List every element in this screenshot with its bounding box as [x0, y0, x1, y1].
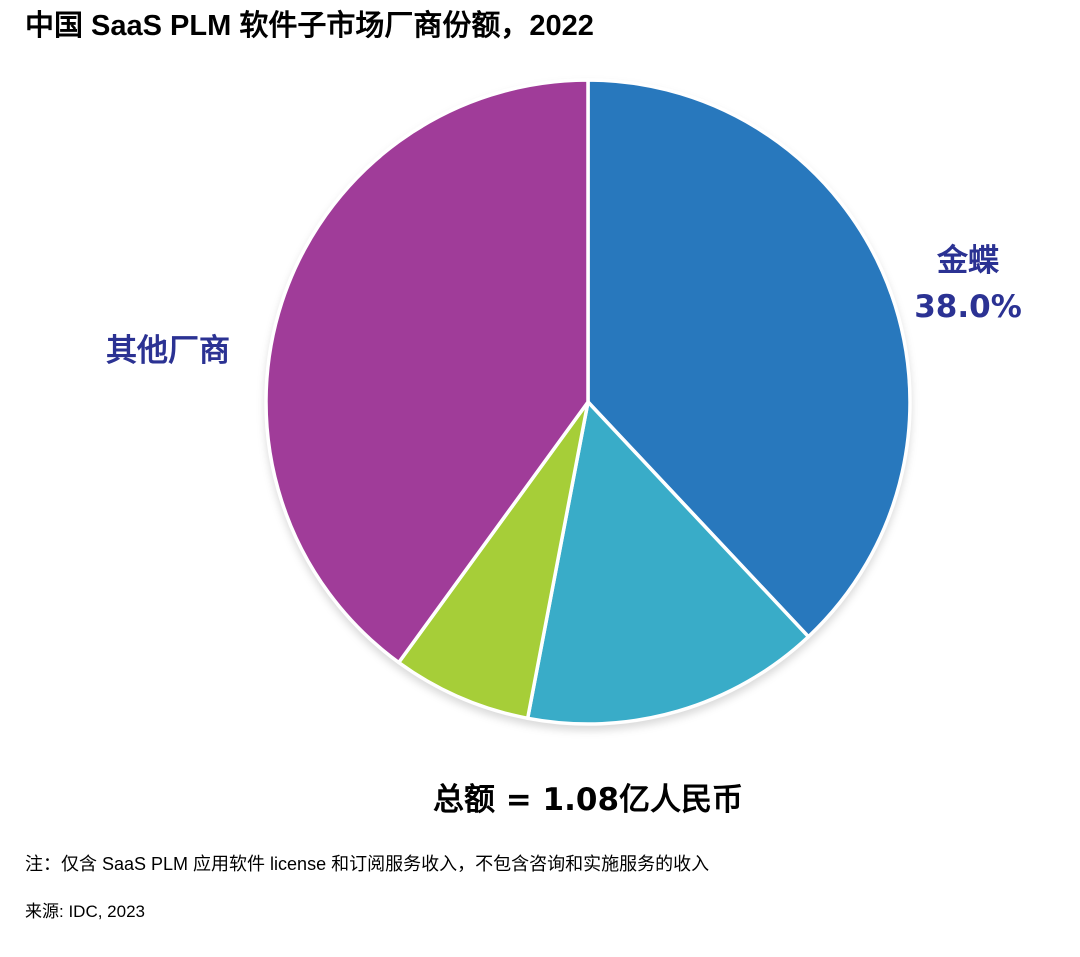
total-annotation: 总额 = 1.08亿人民币 [432, 782, 744, 818]
pie-slice-金蝶 [586, 78, 912, 639]
slice-label-others: 其他厂商 [106, 333, 230, 369]
slice-label-kingdee-name: 金蝶 [937, 243, 999, 279]
chart-title: 中国 SaaS PLM 软件子市场厂商份额，2022 [25, 10, 594, 42]
pie-slice-segment-2 [525, 400, 811, 726]
pie-slice-segment-3 [396, 400, 590, 721]
footnote: 注：仅含 SaaS PLM 应用软件 license 和订阅服务收入，不包含咨询… [25, 854, 710, 874]
source-line: 来源: IDC, 2023 [25, 902, 145, 921]
slice-label-kingdee: 金蝶 38.0% [888, 238, 1048, 330]
slice-label-kingdee-pct: 38.0% [914, 289, 1022, 325]
pie-slice-其他厂商 [264, 78, 590, 665]
